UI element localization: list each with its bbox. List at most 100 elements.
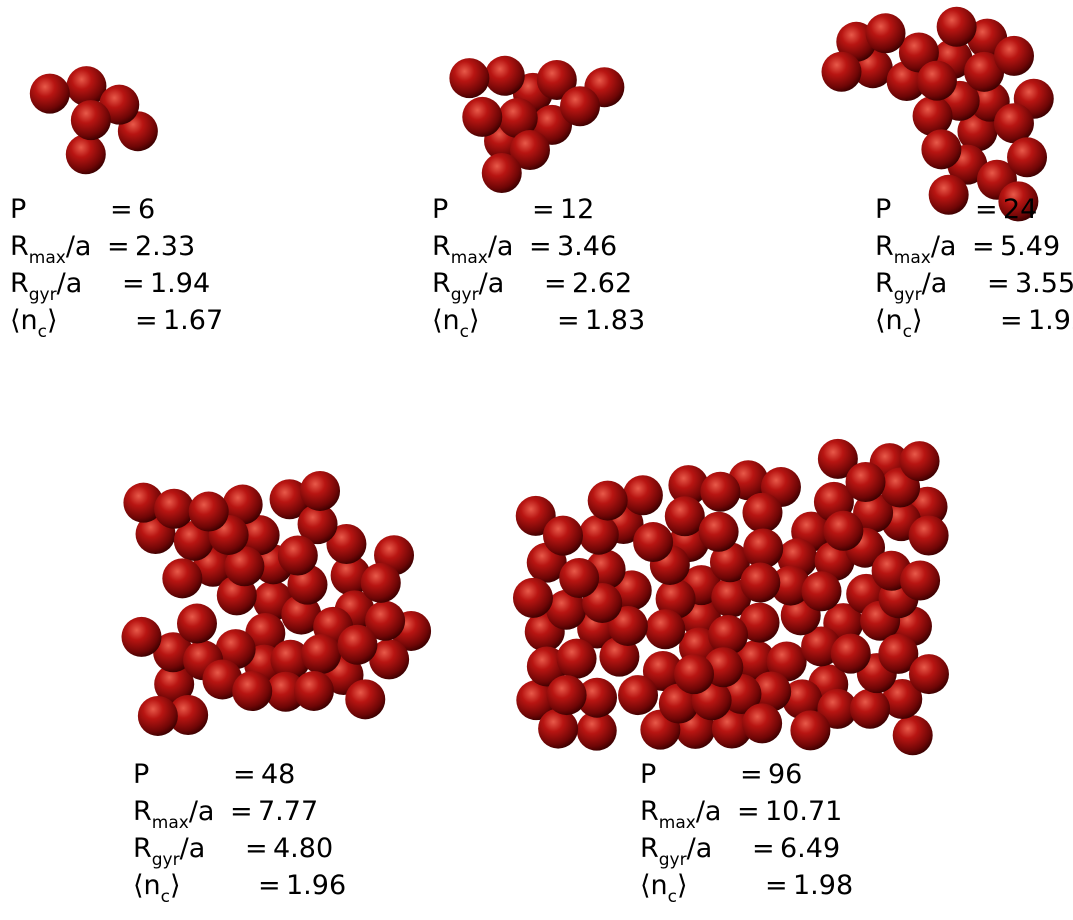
property-value: 48	[261, 759, 295, 790]
property-value: 6.49	[780, 833, 840, 864]
property-value: 3.55	[1015, 268, 1073, 299]
sphere	[831, 634, 871, 674]
label-tail: ⟩	[677, 870, 688, 901]
label-tail: /a	[931, 231, 957, 262]
sphere	[994, 36, 1034, 76]
label-tail: /a	[189, 796, 215, 827]
sphere	[623, 475, 663, 515]
property-label: ⟨nc⟩	[875, 305, 923, 342]
equals-sign: =	[737, 796, 760, 827]
label-sub: gyr	[29, 285, 57, 305]
sphere	[900, 560, 940, 600]
label-main: R	[133, 833, 152, 864]
property-label: P	[640, 759, 656, 790]
sphere	[361, 563, 401, 603]
equals-sign: =	[987, 268, 1010, 299]
property-value: 24	[1003, 194, 1037, 225]
equals-sign: =	[557, 305, 580, 336]
cluster	[513, 439, 949, 755]
sphere	[618, 675, 658, 715]
figure: P=6Rmax/a=2.33Rgyr/a=1.94⟨nc⟩=1.67P=12Rm…	[0, 0, 1073, 920]
property-value: 1.96	[286, 870, 346, 901]
label-main: R	[640, 833, 659, 864]
sphere	[740, 563, 780, 603]
sphere	[560, 86, 600, 126]
equals-sign: =	[135, 305, 158, 336]
sphere	[823, 511, 863, 551]
label-main: R	[133, 796, 152, 827]
property-value: 1.67	[163, 305, 223, 336]
property-label: ⟨nc⟩	[133, 870, 181, 907]
label-sub: gyr	[894, 285, 922, 305]
cluster	[30, 66, 158, 174]
equals-sign: =	[765, 870, 788, 901]
sphere	[909, 654, 949, 694]
sphere	[559, 558, 599, 598]
equals-sign: =	[107, 231, 130, 262]
property-value: 5.49	[1000, 231, 1060, 262]
cluster	[822, 7, 1054, 222]
sphere	[937, 7, 977, 47]
sphere	[71, 100, 111, 140]
sphere	[866, 13, 906, 53]
sphere	[913, 96, 953, 136]
sphere	[742, 703, 782, 743]
label-tail: /a	[687, 833, 713, 864]
label-main: R	[640, 796, 659, 827]
property-label: Rmax/a	[432, 231, 513, 268]
sphere	[482, 153, 522, 193]
sphere	[278, 535, 318, 575]
label-sub: c	[460, 322, 469, 342]
property-label: Rmax/a	[133, 796, 214, 833]
sphere	[743, 528, 783, 568]
property-value: 96	[768, 759, 802, 790]
label-tail: /a	[479, 268, 505, 299]
equals-sign: =	[740, 759, 763, 790]
sphere	[513, 578, 553, 618]
property-label: ⟨nc⟩	[640, 870, 688, 907]
sphere	[893, 715, 933, 755]
label-main: P	[10, 194, 26, 225]
cluster	[449, 56, 624, 193]
label-tail: /a	[922, 268, 948, 299]
property-label: P	[875, 194, 891, 225]
property-label: P	[10, 194, 26, 225]
label-tail: /a	[696, 796, 722, 827]
label-sub: gyr	[659, 850, 687, 870]
property-label: Rmax/a	[640, 796, 721, 833]
property-value: 2.62	[572, 268, 632, 299]
sphere	[801, 571, 841, 611]
property-value: 1.83	[585, 305, 645, 336]
equals-sign: =	[1000, 305, 1023, 336]
property-value: 3.46	[557, 231, 617, 262]
label-sub: gyr	[451, 285, 479, 305]
sphere	[579, 515, 619, 555]
label-sub: max	[659, 813, 696, 833]
label-main: ⟨n	[432, 305, 460, 336]
label-sub: max	[451, 248, 488, 268]
label-sub: max	[894, 248, 931, 268]
property-value: 7.77	[258, 796, 318, 827]
label-tail: ⟩	[912, 305, 923, 336]
equals-sign: =	[752, 833, 775, 864]
label-main: ⟨n	[133, 870, 161, 901]
property-label: Rgyr/a	[432, 268, 504, 305]
sphere	[909, 515, 949, 555]
sphere	[294, 671, 334, 711]
sphere	[177, 604, 217, 644]
sphere	[543, 516, 583, 556]
equals-sign: =	[122, 268, 145, 299]
equals-sign: =	[529, 231, 552, 262]
equals-sign: =	[230, 796, 253, 827]
equals-sign: =	[544, 268, 567, 299]
equals-sign: =	[975, 194, 998, 225]
sphere	[122, 617, 162, 657]
sphere	[900, 441, 940, 481]
property-value: 2.33	[135, 231, 195, 262]
label-main: P	[875, 194, 891, 225]
label-tail: /a	[180, 833, 206, 864]
label-main: ⟨n	[10, 305, 38, 336]
label-main: ⟨n	[640, 870, 668, 901]
property-value: 10.71	[765, 796, 842, 827]
sphere	[633, 522, 673, 562]
